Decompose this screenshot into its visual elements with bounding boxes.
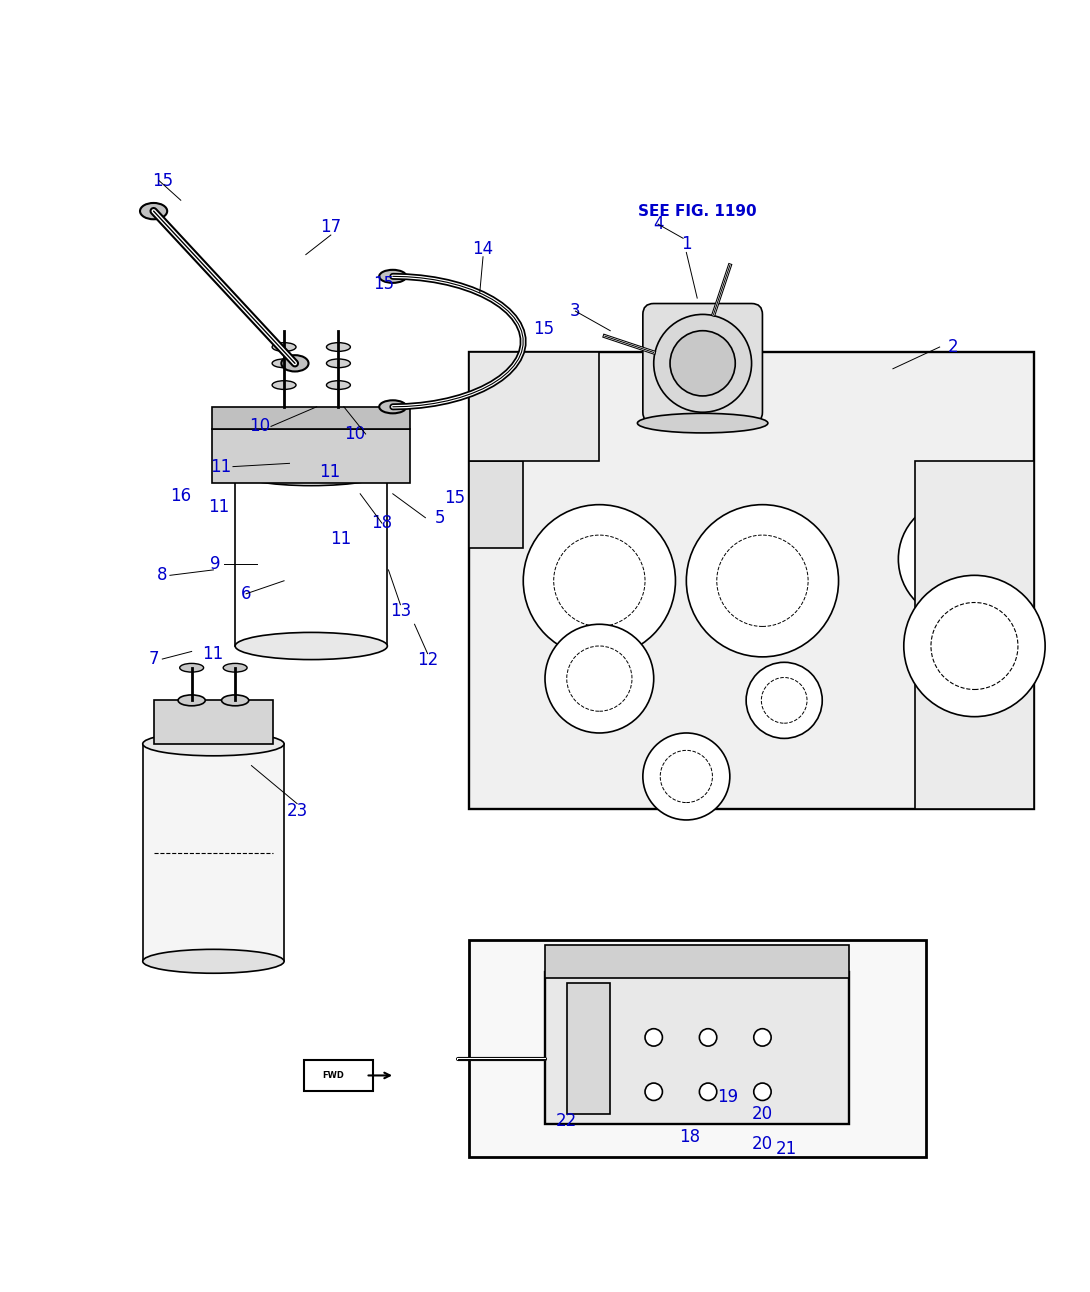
Bar (915, 461, 1034, 809)
Circle shape (754, 1028, 771, 1047)
Ellipse shape (272, 381, 296, 389)
Circle shape (898, 499, 1018, 619)
Bar (469, 939, 925, 1158)
FancyBboxPatch shape (545, 944, 849, 978)
Text: 8: 8 (157, 566, 168, 584)
Text: 16: 16 (170, 487, 192, 505)
Text: SEE FIG. 1190: SEE FIG. 1190 (638, 204, 756, 218)
Circle shape (754, 1083, 771, 1101)
Text: 20: 20 (752, 1134, 773, 1152)
Text: 20: 20 (752, 1105, 773, 1123)
Text: 23: 23 (287, 802, 307, 820)
Bar (469, 353, 600, 461)
FancyBboxPatch shape (154, 700, 274, 744)
Text: 5: 5 (434, 509, 445, 527)
Ellipse shape (180, 663, 204, 672)
Text: 11: 11 (202, 645, 223, 663)
Text: 11: 11 (330, 531, 351, 548)
Ellipse shape (235, 632, 387, 660)
Bar (143, 744, 284, 961)
FancyBboxPatch shape (643, 304, 762, 422)
Bar (469, 353, 1034, 809)
Ellipse shape (327, 359, 350, 368)
Circle shape (523, 505, 676, 656)
Text: 10: 10 (250, 417, 270, 435)
Text: 9: 9 (210, 556, 221, 574)
Text: FWD: FWD (322, 1071, 344, 1080)
Text: 11: 11 (210, 457, 232, 475)
Text: 18: 18 (679, 1128, 700, 1146)
Ellipse shape (272, 359, 296, 368)
Text: 15: 15 (152, 172, 173, 190)
Text: 15: 15 (533, 319, 555, 337)
Text: 14: 14 (472, 240, 494, 258)
Ellipse shape (327, 381, 350, 389)
Text: 15: 15 (374, 275, 395, 293)
Text: 17: 17 (320, 218, 341, 236)
Circle shape (654, 314, 752, 412)
Ellipse shape (221, 695, 249, 705)
Text: 3: 3 (570, 302, 581, 320)
Ellipse shape (143, 950, 284, 973)
Text: 2: 2 (947, 339, 958, 357)
Ellipse shape (379, 270, 407, 283)
Circle shape (670, 331, 736, 395)
FancyBboxPatch shape (213, 407, 410, 429)
Ellipse shape (638, 413, 767, 433)
Text: 13: 13 (390, 602, 411, 620)
Ellipse shape (281, 355, 308, 372)
Bar (567, 983, 610, 1114)
Circle shape (904, 575, 1045, 717)
Circle shape (645, 1083, 663, 1101)
Text: 12: 12 (417, 651, 438, 669)
Circle shape (643, 733, 730, 820)
FancyBboxPatch shape (304, 1061, 373, 1090)
Ellipse shape (272, 342, 296, 351)
Bar (469, 461, 523, 548)
Bar (235, 472, 387, 646)
Ellipse shape (327, 342, 350, 351)
Text: 11: 11 (208, 497, 230, 516)
Text: 1: 1 (681, 235, 692, 253)
Circle shape (747, 663, 822, 739)
Text: 6: 6 (241, 585, 252, 603)
Circle shape (700, 1083, 717, 1101)
Text: 10: 10 (344, 425, 365, 443)
Text: 21: 21 (776, 1141, 797, 1159)
Circle shape (700, 1028, 717, 1047)
Text: 22: 22 (556, 1112, 578, 1130)
Ellipse shape (223, 663, 247, 672)
Circle shape (545, 624, 654, 733)
Text: 7: 7 (148, 650, 159, 668)
Ellipse shape (140, 203, 167, 220)
Ellipse shape (143, 731, 284, 756)
Text: 11: 11 (319, 463, 340, 481)
Text: 19: 19 (717, 1088, 738, 1106)
Text: 15: 15 (445, 490, 465, 508)
Ellipse shape (379, 401, 407, 413)
Text: 18: 18 (372, 514, 392, 532)
Ellipse shape (178, 695, 205, 705)
Circle shape (687, 505, 838, 656)
Text: 4: 4 (653, 216, 664, 233)
Bar (545, 972, 849, 1124)
FancyBboxPatch shape (213, 429, 410, 483)
Circle shape (645, 1028, 663, 1047)
